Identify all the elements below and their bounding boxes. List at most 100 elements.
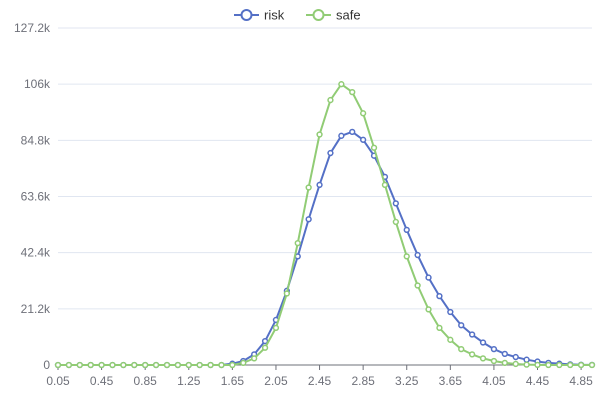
- safe-data-point[interactable]: [261, 344, 269, 351]
- risk-data-point[interactable]: [458, 322, 465, 329]
- safe-data-point[interactable]: [272, 324, 280, 332]
- series-safe: [54, 81, 596, 369]
- risk-data-point[interactable]: [501, 350, 508, 358]
- safe-data-point[interactable]: [501, 359, 508, 367]
- risk-data-point[interactable]: [403, 226, 410, 234]
- x-tick-label: 0.45: [90, 374, 114, 388]
- risk-data-point[interactable]: [512, 353, 519, 361]
- safe-line: [58, 83, 592, 366]
- risk-data-point[interactable]: [468, 331, 476, 338]
- series-risk: [54, 128, 596, 369]
- risk-data-point[interactable]: [349, 128, 356, 136]
- safe-data-point[interactable]: [229, 361, 236, 369]
- safe-data-point[interactable]: [251, 355, 258, 362]
- risk-line: [58, 130, 593, 366]
- legend[interactable]: risk safe: [234, 8, 361, 23]
- x-tick-label: 2.85: [351, 374, 375, 388]
- safe-data-point[interactable]: [338, 81, 345, 88]
- safe-data-point[interactable]: [65, 361, 73, 369]
- risk-data-point[interactable]: [447, 308, 454, 316]
- safe-data-point[interactable]: [142, 361, 149, 369]
- safe-data-point[interactable]: [381, 181, 389, 188]
- risk-data-point[interactable]: [338, 132, 345, 139]
- safe-data-point[interactable]: [392, 218, 399, 226]
- risk-data-point[interactable]: [436, 292, 443, 300]
- y-tick-label: 127.2k: [14, 21, 51, 35]
- risk-data-point[interactable]: [359, 136, 367, 143]
- safe-data-point[interactable]: [185, 361, 192, 369]
- safe-data-point[interactable]: [98, 361, 105, 369]
- safe-data-point[interactable]: [196, 361, 203, 369]
- safe-data-point[interactable]: [359, 110, 367, 117]
- x-tick-label: 4.85: [569, 374, 593, 388]
- risk-data-point[interactable]: [490, 345, 498, 353]
- safe-data-point[interactable]: [458, 345, 465, 353]
- safe-data-point[interactable]: [523, 361, 530, 368]
- safe-data-point[interactable]: [567, 361, 574, 369]
- y-tick-label: 84.8k: [21, 133, 51, 147]
- y-tick-label: 42.4k: [21, 246, 51, 260]
- legend-marker-icon: [312, 9, 325, 21]
- safe-data-point[interactable]: [436, 324, 443, 332]
- grid-lines: [58, 27, 592, 310]
- x-tick-label: 3.25: [395, 374, 419, 388]
- safe-data-point[interactable]: [468, 351, 476, 358]
- safe-data-point[interactable]: [588, 361, 596, 369]
- x-tick-label: 4.05: [482, 374, 506, 388]
- safe-data-point[interactable]: [174, 361, 182, 369]
- safe-data-point[interactable]: [479, 355, 487, 362]
- safe-data-point[interactable]: [545, 361, 552, 369]
- x-tick-label: 2.05: [264, 374, 288, 388]
- safe-data-point[interactable]: [316, 131, 323, 138]
- y-tick-label: 63.6k: [21, 190, 51, 204]
- safe-data-point[interactable]: [349, 88, 356, 96]
- safe-data-point[interactable]: [512, 360, 519, 368]
- safe-data-point[interactable]: [120, 361, 127, 369]
- safe-data-point[interactable]: [207, 361, 214, 369]
- safe-data-point[interactable]: [109, 361, 116, 369]
- risk-data-point[interactable]: [316, 181, 323, 188]
- safe-data-point[interactable]: [556, 361, 563, 369]
- safe-data-point[interactable]: [87, 361, 94, 369]
- safe-data-point[interactable]: [283, 290, 291, 297]
- safe-data-point[interactable]: [131, 361, 138, 369]
- safe-data-point[interactable]: [490, 357, 498, 365]
- safe-data-point[interactable]: [163, 361, 171, 369]
- x-tick-label: 1.65: [221, 374, 245, 388]
- safe-data-point[interactable]: [152, 361, 160, 369]
- risk-data-point[interactable]: [479, 339, 487, 346]
- safe-data-point[interactable]: [218, 361, 225, 369]
- risk-data-point[interactable]: [392, 200, 399, 207]
- x-tick-label: 0.85: [134, 374, 158, 388]
- legend-marker-icon: [240, 9, 253, 21]
- safe-data-point[interactable]: [370, 144, 378, 151]
- safe-data-point[interactable]: [240, 359, 247, 367]
- safe-data-point[interactable]: [414, 282, 421, 289]
- x-tick-label: 2.45: [308, 374, 332, 388]
- legend-label: risk: [264, 8, 285, 23]
- legend-item-safe[interactable]: safe: [306, 8, 361, 23]
- risk-data-point[interactable]: [523, 356, 530, 363]
- safe-data-point[interactable]: [577, 361, 585, 369]
- safe-data-point[interactable]: [534, 361, 541, 369]
- safe-data-point[interactable]: [327, 96, 334, 104]
- series-lines: [54, 81, 596, 369]
- risk-data-point[interactable]: [425, 274, 432, 281]
- legend-label: safe: [336, 8, 361, 23]
- risk-data-point[interactable]: [305, 216, 312, 223]
- y-tick-label: 21.2k: [21, 302, 51, 316]
- safe-data-point[interactable]: [76, 361, 83, 369]
- risk-data-point[interactable]: [261, 338, 269, 345]
- safe-data-point[interactable]: [447, 336, 454, 343]
- safe-data-point[interactable]: [403, 253, 410, 260]
- safe-data-point[interactable]: [425, 306, 432, 313]
- x-axis-tick-labels: 0.05 0.45 0.85 1.25 1.65 2.05 2.45 2.85 3.25 3.65…: [46, 374, 593, 388]
- safe-data-point[interactable]: [294, 239, 301, 247]
- risk-data-point[interactable]: [414, 251, 421, 259]
- safe-data-point[interactable]: [54, 361, 62, 369]
- safe-data-point[interactable]: [305, 184, 312, 191]
- risk-data-point[interactable]: [327, 149, 334, 157]
- legend-item-risk[interactable]: risk: [234, 8, 285, 23]
- x-tick-label: 0.05: [46, 374, 70, 388]
